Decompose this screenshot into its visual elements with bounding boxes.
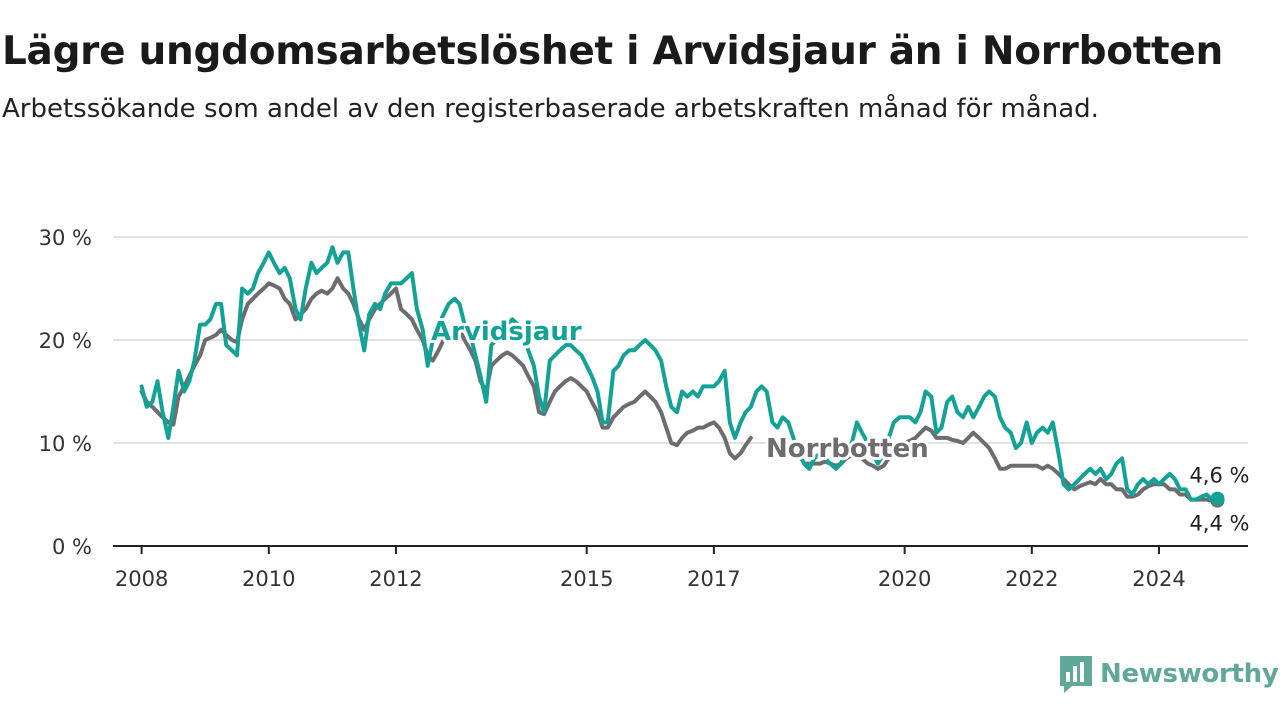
logo-text: Newsworthy	[1100, 659, 1279, 689]
series-labels: 4,6 %4,4 %ArvidsjaurArvidsjaurNorrbotten…	[428, 314, 1249, 536]
series-line-norrbotten	[139, 276, 753, 461]
y-axis-ticks: 0 % 10 % 20 % 30 %	[39, 226, 92, 559]
series-label-arvidsjaur-halo: Arvidsjaur	[431, 317, 582, 347]
end-value-label-arvidsjaur: 4,6 %	[1189, 464, 1249, 488]
newsworthy-logo: Newsworthy	[1058, 654, 1279, 694]
y-tick-label: 0 %	[52, 535, 92, 559]
series-label-norrbotten: Norrbotten	[766, 434, 929, 464]
end-point-arvidsjaur	[1210, 491, 1225, 506]
y-tick-label: 10 %	[39, 432, 92, 456]
newsworthy-chart-bubble-icon	[1060, 656, 1092, 693]
x-tick-label: 2015	[560, 567, 613, 591]
x-tick-label: 2022	[1005, 567, 1058, 591]
chart-title: Lägre ungdomsarbetslöshet i Arvidsjaur ä…	[2, 29, 1224, 74]
x-axis: 2008 2010 2012 2015 2017 2020 2022 2024	[113, 545, 1248, 591]
chart-subtitle: Arbetssökande som andel av den registerb…	[2, 94, 1099, 124]
series-label-arvidsjaur: Arvidsjaur	[431, 317, 582, 347]
series-line-arvidsjaur	[139, 245, 1220, 502]
x-tick-label: 2012	[369, 567, 422, 591]
x-tick-label: 2008	[115, 567, 168, 591]
series-lines	[139, 245, 1220, 503]
end-value-label-norrbotten: 4,4 %	[1189, 512, 1249, 536]
x-tick-label: 2024	[1132, 567, 1185, 591]
series-line-norrbotten	[802, 425, 1220, 503]
x-tick-label: 2010	[242, 567, 295, 591]
y-tick-label: 30 %	[39, 226, 92, 250]
series-label-norrbotten-halo: Norrbotten	[766, 434, 929, 464]
y-tick-label: 20 %	[39, 329, 92, 353]
x-tick-label: 2017	[687, 567, 740, 591]
x-tick-label: 2020	[878, 567, 931, 591]
